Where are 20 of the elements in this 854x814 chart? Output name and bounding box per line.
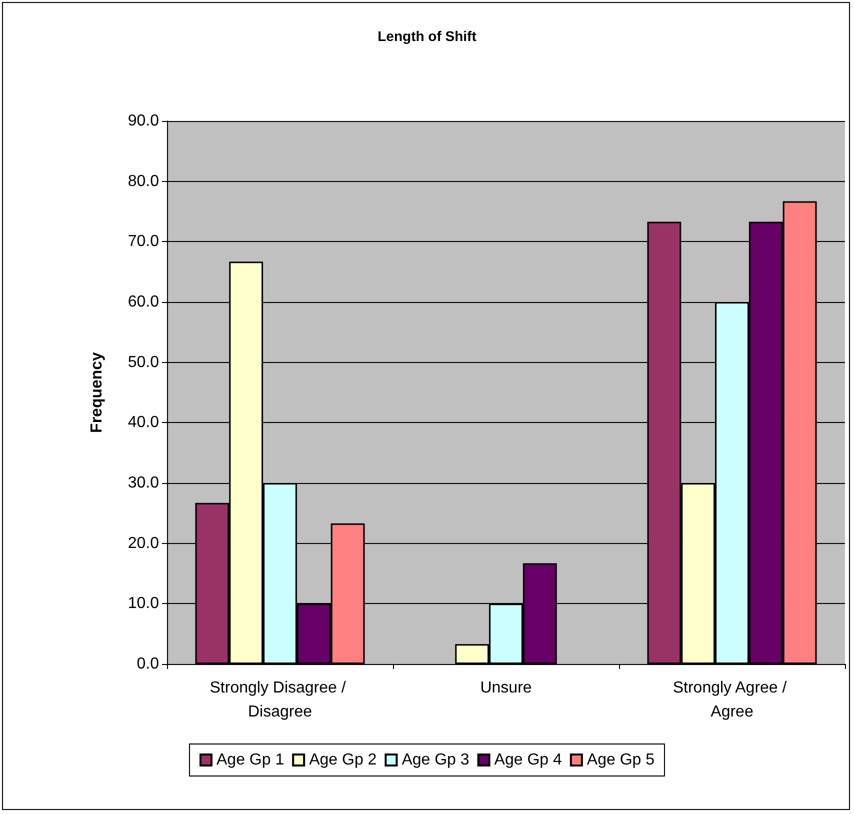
y-tick-label: 80.0 xyxy=(128,172,160,190)
y-tick-label: 20.0 xyxy=(128,534,160,552)
y-tick-label: 50.0 xyxy=(128,354,160,371)
x-tick-label: Strongly Disagree / Disagree xyxy=(210,680,350,720)
y-tick-label: 40.0 xyxy=(128,414,160,432)
chart-title: Length of Shift xyxy=(378,28,477,44)
legend-label: Age Gp 1 xyxy=(216,752,284,768)
y-axis-title: Frequency xyxy=(88,352,106,433)
legend-label: Age Gp 5 xyxy=(586,752,655,768)
x-tick-label: Strongly Agree / Agree xyxy=(672,680,792,720)
legend-label: Age Gp 4 xyxy=(494,752,562,768)
y-tick-label: 70.0 xyxy=(128,233,160,250)
y-tick-label: 30.0 xyxy=(128,474,160,492)
y-tick-label: 60.0 xyxy=(128,294,160,310)
y-tick-label: 90.0 xyxy=(128,112,160,130)
legend-label: Age Gp 2 xyxy=(309,752,377,768)
y-tick-label: 10.0 xyxy=(128,595,160,612)
legend-label: Age Gp 3 xyxy=(402,752,470,768)
y-tick-label: 0.0 xyxy=(136,656,160,672)
x-tick-label: Unsure xyxy=(480,680,532,696)
